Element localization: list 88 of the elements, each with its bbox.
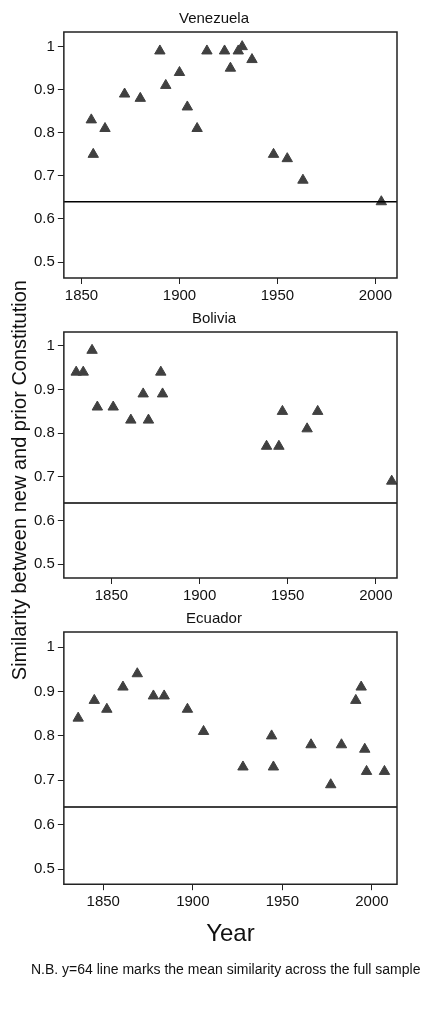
y-tick-label: 0.8 [33, 122, 55, 140]
point [191, 122, 203, 132]
x-tick-label: 1900 [182, 586, 217, 604]
y-tick-label: 1 [46, 336, 55, 354]
text: N.B. y=64 line marks the mean similarity across the full sample [31, 960, 421, 979]
x-tick-label: 1950 [260, 286, 295, 304]
point [224, 61, 237, 72]
point [305, 738, 317, 749]
point [237, 760, 249, 771]
point [301, 422, 313, 433]
point [260, 439, 273, 450]
y-tick-label: 1 [46, 637, 55, 655]
chart-title: Bolivia [191, 309, 237, 327]
point [325, 778, 337, 789]
point [197, 724, 210, 735]
point [107, 400, 119, 411]
point [273, 439, 285, 450]
x-tick-label: 1850 [64, 286, 99, 304]
point [154, 44, 166, 55]
point [360, 764, 373, 775]
point [125, 413, 137, 424]
x-tick-label: 1900 [162, 286, 197, 304]
point [378, 764, 391, 775]
point [87, 147, 99, 158]
x-tick-label: 1850 [94, 586, 129, 604]
point [218, 44, 231, 55]
y-tick-label: 0.5 [33, 252, 55, 270]
point [101, 702, 113, 713]
x-tick-label: 2000 [359, 586, 393, 604]
x-tick-label: 2000 [358, 286, 393, 304]
point [147, 689, 160, 700]
point [142, 413, 155, 424]
y-axis-title: Similarity between new and prior Constitution [8, 280, 31, 681]
point [281, 152, 293, 163]
y-tick-label: 0.5 [33, 859, 55, 877]
y-tick-label: 0.9 [33, 79, 55, 97]
point [173, 66, 186, 76]
point [85, 113, 97, 124]
point [155, 365, 167, 376]
point [359, 742, 371, 753]
x-tick-label: 1950 [265, 892, 300, 910]
point [88, 693, 100, 704]
y-tick-label: 0.6 [33, 209, 55, 227]
point [201, 44, 213, 55]
point [137, 387, 149, 398]
point [350, 693, 362, 704]
y-tick-label: 0.9 [33, 681, 55, 699]
y-tick-label: 1 [46, 36, 55, 54]
point [297, 173, 309, 184]
point [156, 387, 169, 398]
x-tick-label: 1850 [86, 892, 120, 910]
point [72, 711, 84, 722]
point [117, 680, 129, 691]
point [91, 400, 104, 411]
point [77, 365, 89, 376]
point [134, 91, 146, 102]
point [276, 404, 289, 415]
point [311, 404, 324, 415]
point [99, 122, 111, 132]
point [265, 729, 278, 740]
point [86, 343, 98, 354]
x-tick-label: 1950 [271, 586, 305, 604]
y-tick-label: 0.7 [33, 466, 55, 484]
x-axis-title: Year [206, 919, 255, 947]
y-tick-label: 0.7 [33, 770, 55, 788]
chart-title: Ecuador [186, 609, 242, 627]
y-tick-label: 0.8 [33, 726, 55, 744]
point [386, 474, 397, 485]
point [335, 738, 348, 749]
point [246, 53, 258, 64]
point [267, 147, 280, 158]
point [118, 87, 131, 98]
y-tick-label: 0.6 [33, 814, 55, 832]
x-tick-label: 2000 [355, 892, 389, 910]
point [181, 100, 194, 111]
point [160, 78, 172, 89]
x-tick-label: 1900 [176, 892, 210, 910]
point [131, 667, 143, 678]
point [181, 702, 194, 713]
point [355, 680, 367, 691]
point [267, 760, 280, 771]
y-tick-label: 0.5 [33, 554, 55, 572]
chart-title: Venezuela [178, 9, 250, 27]
y-tick-label: 0.8 [33, 423, 55, 441]
y-tick-label: 0.6 [33, 510, 55, 528]
point [158, 689, 170, 700]
y-tick-label: 0.7 [33, 166, 55, 184]
y-tick-label: 0.9 [33, 379, 55, 397]
